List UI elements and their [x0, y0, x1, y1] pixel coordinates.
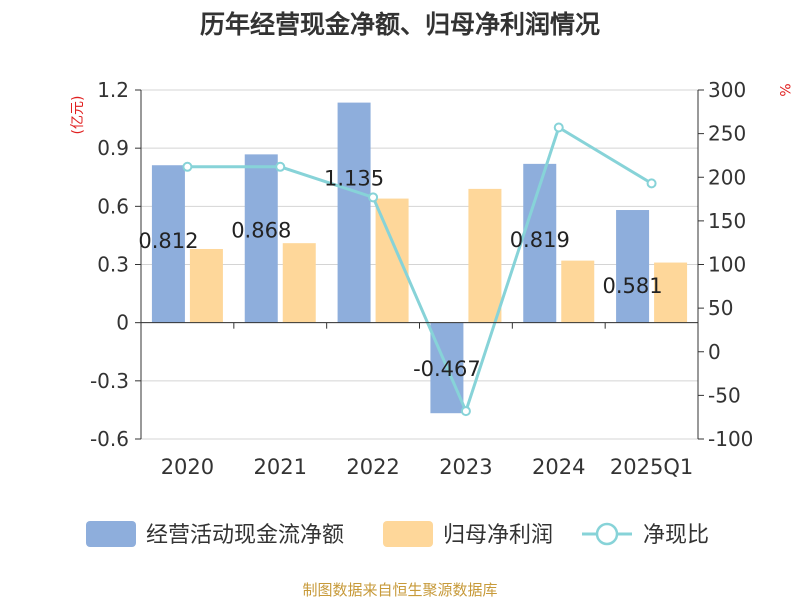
y-right-tick-label: -100	[708, 427, 753, 451]
axes: 1.2 0.9 0.6 0.3 0 -0.3 -0.6 300 250 200 150 100 50 0 -…	[90, 78, 753, 479]
x-tick-label: 2025Q1	[610, 455, 693, 479]
point-ratio-2025Q1	[646, 178, 657, 189]
bar-cashflow-2025Q1	[616, 210, 650, 323]
y-right-tick-label: 250	[708, 122, 746, 146]
y-right-axis-label: %	[776, 83, 792, 96]
bar-netprofit-2025Q1	[654, 262, 688, 323]
x-tick-label: 2020	[161, 455, 214, 479]
y-left-tick-label: -0.3	[90, 369, 129, 393]
bar-netprofit-2024	[561, 260, 595, 323]
x-tick-label: 2022	[346, 455, 399, 479]
y-left-tick-label: 0	[116, 311, 129, 335]
chart-title: 历年经营现金净额、归母净利润情况	[200, 10, 600, 39]
legend: 经营活动现金流净额 归母净利润 净现比	[86, 521, 709, 548]
bar-cashflow-2020	[151, 165, 185, 323]
data-label-cashflow-2024: 0.819	[510, 228, 570, 252]
x-tick-label: 2023	[439, 455, 492, 479]
line-series	[182, 122, 657, 417]
data-label-cashflow-2020: 0.812	[138, 229, 198, 253]
y-right-tick-label: 50	[708, 296, 733, 320]
point-ratio-2021	[275, 161, 286, 172]
legend-swatch-1	[383, 521, 433, 547]
bars	[151, 102, 688, 414]
data-label-cashflow-2023: -0.467	[413, 357, 481, 381]
point-ratio-2023	[460, 406, 471, 417]
legend-swatch-marker	[595, 522, 619, 546]
y-right-tick-label: 100	[708, 253, 746, 277]
y-right-tick-label: -50	[708, 383, 741, 407]
y-right-tick-label: 300	[708, 78, 746, 102]
bar-cashflow-2022	[337, 102, 371, 323]
line-ratio	[187, 125, 653, 416]
data-label-cashflow-2021: 0.868	[231, 218, 291, 242]
x-tick-label: 2021	[254, 455, 307, 479]
y-right-tick-label: 150	[708, 209, 746, 233]
bar-netprofit-2021	[282, 243, 316, 323]
bar-cashflow-2021	[244, 154, 278, 323]
data-labels: 0.812 0.868 1.135 -0.467 0.819 0.581	[138, 167, 662, 382]
grid	[141, 89, 698, 440]
y-left-axis-label: (亿元)	[70, 96, 86, 135]
legend-label-1: 归母净利润	[443, 523, 553, 548]
point-ratio-2022	[368, 192, 379, 203]
x-tick-label: 2024	[532, 455, 585, 479]
y-left-tick-label: 0.9	[97, 136, 129, 160]
legend-swatch-0	[86, 521, 136, 547]
point-ratio-2024	[553, 122, 564, 133]
point-ratio-2020	[182, 161, 193, 172]
data-label-cashflow-2022: 1.135	[324, 167, 384, 191]
y-right-tick-label: 0	[708, 340, 721, 364]
data-label-cashflow-2025Q1: 0.581	[603, 274, 663, 298]
bar-netprofit-2023	[468, 188, 502, 323]
source-note: 制图数据来自恒生聚源数据库	[302, 581, 497, 599]
y-left-tick-label: -0.6	[90, 427, 129, 451]
bar-netprofit-2020	[189, 248, 223, 323]
y-left-tick-label: 0.6	[97, 194, 129, 218]
legend-label-2: 净现比	[643, 523, 709, 548]
y-left-tick-label: 0.3	[97, 253, 129, 277]
legend-label-0: 经营活动现金流净额	[146, 523, 344, 548]
y-right-tick-label: 200	[708, 165, 746, 189]
y-left-tick-label: 1.2	[97, 78, 129, 102]
